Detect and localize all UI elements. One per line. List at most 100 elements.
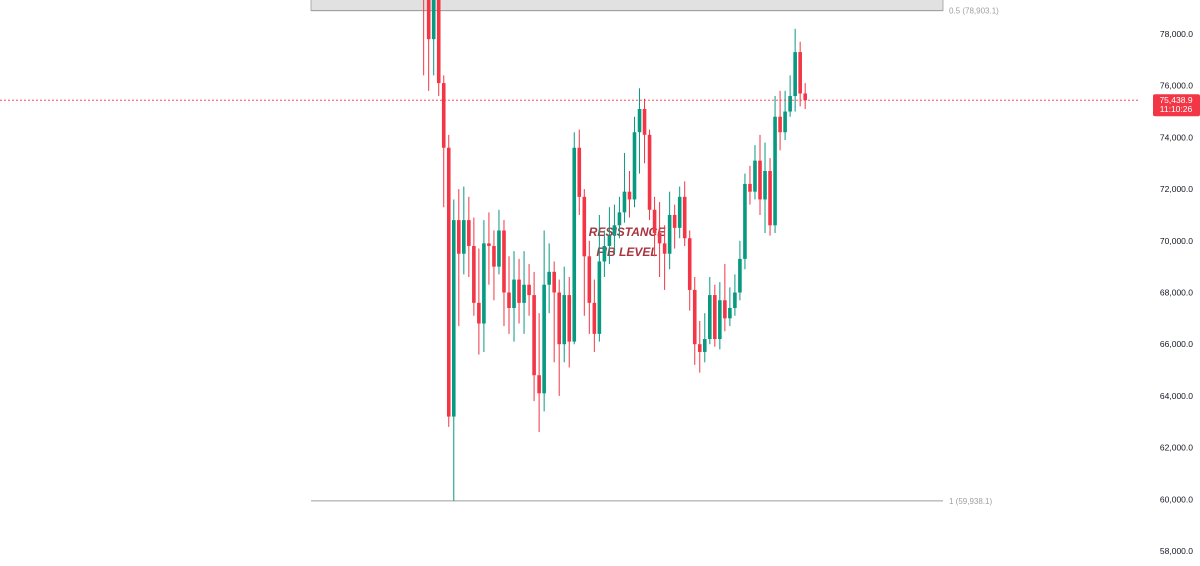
candle-body (462, 220, 466, 254)
zones-layer: RESISTANCE FIB LEVEL (310, 0, 944, 259)
candle-body (446, 147, 451, 417)
candle-body (622, 191, 627, 213)
candle-body (647, 134, 652, 210)
last-price-layer: 75,438.911:10:26 (0, 94, 1200, 117)
candle-body (708, 295, 712, 340)
candle-body (592, 302, 597, 334)
candle-body (788, 96, 792, 112)
candle-body (426, 0, 431, 40)
candle-body (597, 261, 602, 334)
y-axis-tick-label: 58,000.0 (1160, 546, 1193, 556)
candle-body (743, 183, 747, 259)
candle-body (803, 93, 807, 101)
candle-body (532, 295, 536, 376)
candle-body (773, 116, 777, 226)
last-price-value: 75,438.9 (1159, 95, 1192, 105)
candle-body (587, 256, 592, 303)
fib-level-zone-label: FIB LEVEL (596, 245, 657, 259)
candle-body (602, 245, 607, 262)
candle-body (537, 375, 541, 394)
candle-body (436, 0, 441, 84)
candle-body (492, 245, 496, 267)
candle-body (723, 300, 727, 319)
candle-body (547, 271, 551, 285)
candle-body (652, 209, 657, 234)
price-axis[interactable]: 58,000.0 60,000.0 62,000.0 64,000.0 66,000.0… (1155, 0, 1193, 556)
candle-body (783, 111, 787, 133)
candle-body (607, 235, 612, 246)
y-axis-tick-label: 62,000.0 (1160, 443, 1193, 453)
candle-body (542, 284, 546, 394)
candle-body (467, 220, 471, 246)
y-axis-tick-label: 70,000.0 (1160, 236, 1193, 246)
candle-body (697, 344, 702, 352)
candle-body (457, 220, 461, 254)
candle-body (667, 214, 672, 254)
candle-body (778, 116, 782, 133)
candle-body (617, 212, 622, 226)
candle-body (482, 243, 486, 324)
candle-body (502, 230, 506, 293)
candle-body (562, 295, 567, 345)
candle-body (738, 258, 742, 293)
candle-body (728, 308, 732, 319)
candle-body (768, 171, 772, 226)
candle-body (552, 271, 556, 293)
y-axis-tick-label: 66,000.0 (1160, 339, 1193, 349)
candle-body (451, 220, 456, 417)
candle-body (672, 214, 677, 228)
last-price-countdown: 11:10:26 (1160, 104, 1193, 114)
y-axis-tick-label: 78,000.0 (1160, 29, 1193, 39)
y-axis-tick-label: 64,000.0 (1160, 391, 1193, 401)
candle-body (582, 196, 587, 257)
candle-body (753, 160, 757, 192)
candle-body (657, 233, 662, 244)
candle-body (441, 83, 446, 148)
fib-levels-layer: 0 (97,868.2)0.382 (83,378.9)0.5 (78,903.… (311, 7, 999, 506)
candle-body (687, 238, 692, 290)
candle-body (517, 279, 521, 303)
y-axis-tick-label: 76,000.0 (1160, 81, 1193, 91)
candle-body (677, 196, 682, 228)
candle-body (702, 339, 707, 352)
candle-body (487, 243, 491, 246)
candle-body (627, 191, 632, 200)
candles-layer (423, 0, 807, 501)
candle-body (527, 284, 531, 296)
candle-body (567, 295, 572, 342)
y-axis-tick-label: 72,000.0 (1160, 184, 1193, 194)
candle-body (472, 245, 476, 303)
candle-body (637, 108, 642, 133)
candle-body (577, 147, 582, 197)
candle-body (507, 292, 511, 309)
candle-body (682, 196, 687, 239)
candle-body (572, 147, 577, 342)
y-axis-tick-label: 60,000.0 (1160, 494, 1193, 504)
candle-body (612, 225, 617, 236)
resistance-zone-label: RESISTANCE (589, 225, 666, 239)
candle-body (497, 230, 501, 267)
fib-level-zone (310, 0, 944, 12)
candle-body (713, 295, 717, 340)
candle-body (758, 160, 762, 200)
candle-body (763, 171, 767, 200)
candle-body (431, 0, 436, 40)
candle-body (642, 108, 647, 135)
candle-body (632, 132, 637, 200)
last-price-badge (1153, 94, 1200, 117)
fib-level-label: 0.5 (78,903.1) (949, 7, 999, 16)
y-axis-tick-label: 68,000.0 (1160, 288, 1193, 298)
candle-body (512, 279, 516, 309)
candle-body (718, 300, 722, 340)
candle-body (692, 289, 697, 345)
candle-body (522, 284, 526, 303)
candle-body (748, 183, 752, 192)
fib-level-label: 1 (59,938.1) (949, 497, 992, 506)
y-axis-tick-label: 74,000.0 (1160, 132, 1193, 142)
candle-body (733, 292, 737, 309)
candle-body (793, 52, 797, 97)
candle-body (477, 302, 481, 324)
candle-body (798, 52, 802, 94)
